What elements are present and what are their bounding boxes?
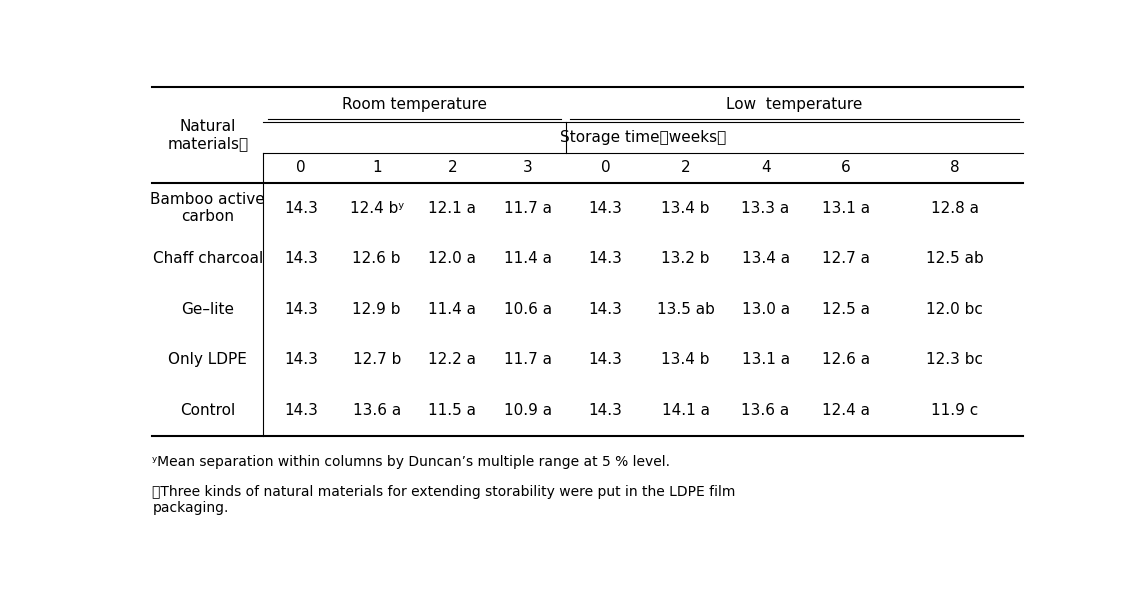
Text: 2: 2 [681, 161, 690, 175]
Text: 13.3 a: 13.3 a [741, 201, 790, 216]
Text: Chaff charcoal: Chaff charcoal [153, 251, 263, 266]
Text: 12.3 bc: 12.3 bc [926, 353, 983, 367]
Text: 12.8 a: 12.8 a [930, 201, 978, 216]
Text: Bamboo active
carbon: Bamboo active carbon [150, 192, 265, 224]
Text: 14.3: 14.3 [588, 302, 623, 317]
Text: 12.5 a: 12.5 a [821, 302, 869, 317]
Text: 6: 6 [841, 161, 851, 175]
Text: 0: 0 [601, 161, 610, 175]
Text: 11.7 a: 11.7 a [504, 353, 552, 367]
Text: 12.6 b: 12.6 b [352, 251, 401, 266]
Text: Low  temperature: Low temperature [726, 97, 863, 112]
Text: 11.4 a: 11.4 a [428, 302, 476, 317]
Text: 13.6 a: 13.6 a [352, 403, 400, 418]
Text: 14.3: 14.3 [284, 353, 318, 367]
Text: 14.3: 14.3 [284, 403, 318, 418]
Text: Storage time（weeks）: Storage time（weeks） [560, 130, 726, 145]
Text: Only LDPE: Only LDPE [169, 353, 248, 367]
Text: 12.2 a: 12.2 a [428, 353, 476, 367]
Text: 14.3: 14.3 [588, 201, 623, 216]
Text: 12.0 bc: 12.0 bc [926, 302, 983, 317]
Text: 10.6 a: 10.6 a [504, 302, 552, 317]
Text: 14.3: 14.3 [588, 251, 623, 266]
Text: 12.4 a: 12.4 a [821, 403, 869, 418]
Text: 11.7 a: 11.7 a [504, 201, 552, 216]
Text: 14.3: 14.3 [284, 201, 318, 216]
Text: 13.5 ab: 13.5 ab [657, 302, 715, 317]
Text: 3: 3 [523, 161, 532, 175]
Text: 13.4 b: 13.4 b [662, 201, 710, 216]
Text: 11.5 a: 11.5 a [428, 403, 476, 418]
Text: 10.9 a: 10.9 a [504, 403, 552, 418]
Text: 13.4 b: 13.4 b [662, 353, 710, 367]
Text: 13.2 b: 13.2 b [662, 251, 710, 266]
Text: 12.7 b: 12.7 b [352, 353, 401, 367]
Text: 11.9 c: 11.9 c [931, 403, 978, 418]
Text: 14.3: 14.3 [588, 403, 623, 418]
Text: 12.4 bʸ: 12.4 bʸ [350, 201, 404, 216]
Text: 12.7 a: 12.7 a [821, 251, 869, 266]
Text: 1: 1 [372, 161, 382, 175]
Text: 13.1 a: 13.1 a [821, 201, 869, 216]
Text: ʸMean separation within columns by Duncan’s multiple range at 5 % level.: ʸMean separation within columns by Dunca… [153, 455, 670, 469]
Text: 13.1 a: 13.1 a [742, 353, 789, 367]
Text: ᵺThree kinds of natural materials for extending storability were put in the LDPE: ᵺThree kinds of natural materials for ex… [153, 485, 735, 515]
Text: 14.3: 14.3 [284, 302, 318, 317]
Text: 4: 4 [760, 161, 771, 175]
Text: 13.0 a: 13.0 a [742, 302, 789, 317]
Text: 14.3: 14.3 [588, 353, 623, 367]
Text: 12.1 a: 12.1 a [428, 201, 476, 216]
Text: Room temperature: Room temperature [342, 97, 487, 112]
Text: 8: 8 [950, 161, 959, 175]
Text: 13.6 a: 13.6 a [741, 403, 790, 418]
Text: 13.4 a: 13.4 a [742, 251, 789, 266]
Text: Control: Control [180, 403, 235, 418]
Text: 14.1 a: 14.1 a [662, 403, 710, 418]
Text: 12.9 b: 12.9 b [352, 302, 401, 317]
Text: Ge–lite: Ge–lite [181, 302, 234, 317]
Text: 12.6 a: 12.6 a [821, 353, 869, 367]
Text: 0: 0 [296, 161, 306, 175]
Text: 11.4 a: 11.4 a [504, 251, 552, 266]
Text: 2: 2 [447, 161, 458, 175]
Text: 12.0 a: 12.0 a [428, 251, 476, 266]
Text: 12.5 ab: 12.5 ab [926, 251, 983, 266]
Text: Natural
materialsᵺ: Natural materialsᵺ [167, 119, 249, 151]
Text: 14.3: 14.3 [284, 251, 318, 266]
